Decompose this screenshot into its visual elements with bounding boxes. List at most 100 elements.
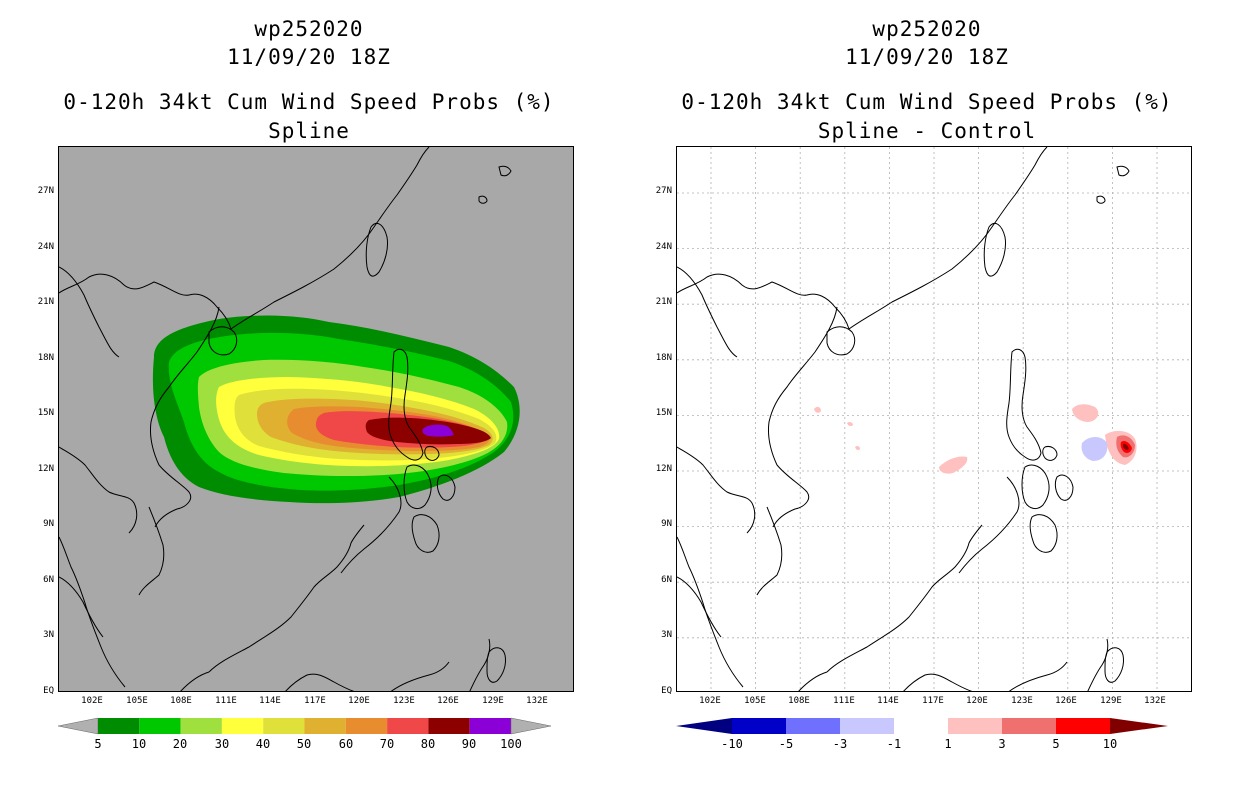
diff-positive-blob bbox=[939, 456, 968, 474]
colorbar-swatch bbox=[948, 718, 1002, 734]
lon-label: 111E bbox=[833, 696, 855, 706]
colorbar-high-arrow bbox=[1110, 718, 1168, 734]
lon-label: 120E bbox=[348, 696, 370, 706]
right-panel: wp252020 11/09/20 18Z 0-120h 34kt Cum Wi… bbox=[618, 0, 1236, 800]
colorbar-label: 10 bbox=[131, 737, 147, 751]
colorbar-swatch bbox=[387, 718, 429, 734]
lat-label: EQ bbox=[43, 686, 54, 696]
method-title: Spline bbox=[268, 119, 350, 143]
colorbar-label: -3 bbox=[832, 737, 848, 751]
coastline-segment bbox=[677, 576, 722, 638]
coastline-segment bbox=[1104, 647, 1124, 683]
diff-positive-blob bbox=[855, 445, 860, 451]
lat-label: 15N bbox=[655, 408, 672, 418]
lat-label: 18N bbox=[37, 353, 54, 363]
coastline-segment bbox=[436, 474, 456, 501]
lon-label: 129E bbox=[1100, 696, 1122, 706]
colorbar-swatch bbox=[840, 718, 894, 734]
lon-label: 105E bbox=[744, 696, 766, 706]
lat-label: 3N bbox=[661, 630, 672, 640]
coastline-segment bbox=[798, 671, 828, 691]
lon-label: 108E bbox=[170, 696, 192, 706]
colorbar-label: 100 bbox=[500, 737, 522, 751]
coastline-segment bbox=[903, 673, 973, 691]
colorbar-label: 5 bbox=[1052, 737, 1060, 751]
prob-contour-90 bbox=[422, 424, 454, 437]
coastline-segment bbox=[826, 524, 983, 673]
colorbar-label: 3 bbox=[998, 737, 1006, 751]
lat-label: 3N bbox=[43, 630, 54, 640]
diff-negative-blob bbox=[1081, 437, 1108, 461]
colorbar-low-arrow bbox=[676, 718, 732, 734]
product-title: 0-120h 34kt Cum Wind Speed Probs (%) bbox=[63, 90, 555, 114]
colorbar-swatch bbox=[1056, 718, 1110, 734]
colorbar-swatch bbox=[469, 718, 511, 734]
lat-label: 27N bbox=[37, 186, 54, 196]
lon-label: 105E bbox=[126, 696, 148, 706]
coastline-segment bbox=[1116, 165, 1130, 177]
coastline-segment bbox=[469, 638, 491, 691]
lon-label: 114E bbox=[877, 696, 899, 706]
lon-label: 129E bbox=[482, 696, 504, 706]
coastline-segment bbox=[1096, 195, 1106, 204]
colorbar-label: 5 bbox=[94, 737, 102, 751]
lat-label: 6N bbox=[43, 575, 54, 585]
left-panel: wp252020 11/09/20 18Z 0-120h 34kt Cum Wi… bbox=[37, 17, 574, 751]
lat-label: 9N bbox=[43, 519, 54, 529]
coastline-segment bbox=[150, 306, 220, 528]
coastline-segment bbox=[390, 661, 450, 691]
colorbar-swatch bbox=[786, 718, 840, 734]
coastline-segment bbox=[138, 506, 165, 596]
lat-label: 24N bbox=[655, 242, 672, 252]
colorbar-label: 50 bbox=[296, 737, 312, 751]
lon-label: 126E bbox=[437, 696, 459, 706]
coastline-segment bbox=[230, 147, 430, 330]
colorbar-label: 90 bbox=[461, 737, 477, 751]
colorbar-high-arrow bbox=[510, 717, 552, 735]
lon-label: 126E bbox=[1055, 696, 1077, 706]
coastline-segment bbox=[486, 647, 506, 683]
coastline-segment bbox=[983, 222, 1006, 277]
lon-label: 108E bbox=[788, 696, 810, 706]
colorbar-label: 40 bbox=[255, 737, 271, 751]
coastline-segment bbox=[1054, 474, 1074, 501]
storm-id-title: wp252020 bbox=[254, 17, 364, 41]
probability-map bbox=[58, 146, 574, 692]
coastline-segment bbox=[411, 514, 440, 553]
coastline-segment bbox=[365, 222, 388, 277]
coastline-segment bbox=[826, 326, 856, 356]
colorbar-swatch bbox=[894, 718, 948, 734]
product-title: 0-120h 34kt Cum Wind Speed Probs (%) bbox=[681, 90, 1173, 114]
coastline-segment bbox=[208, 524, 365, 673]
coastline-outlines bbox=[677, 147, 1130, 691]
lat-label: 12N bbox=[655, 464, 672, 474]
colorbar-swatch bbox=[221, 718, 264, 734]
coastline-segment bbox=[388, 348, 424, 461]
coastline-segment bbox=[677, 446, 756, 534]
coastline-segment bbox=[59, 576, 104, 638]
lat-label: EQ bbox=[661, 686, 672, 696]
colorbar-swatch bbox=[263, 718, 305, 734]
coastline-segment bbox=[1006, 348, 1042, 461]
coastline-segment bbox=[180, 671, 210, 691]
lon-label: 111E bbox=[215, 696, 237, 706]
coastline-segment bbox=[498, 165, 512, 177]
lon-label: 123E bbox=[1011, 696, 1033, 706]
colorbar-label: -1 bbox=[886, 737, 902, 751]
coastline-segment bbox=[958, 476, 1020, 574]
coastline-segment bbox=[768, 306, 838, 528]
date-title: 11/09/20 18Z bbox=[845, 45, 1009, 69]
lat-label: 21N bbox=[37, 297, 54, 307]
colorbar-label: -10 bbox=[721, 737, 743, 751]
colorbar-label: 30 bbox=[214, 737, 230, 751]
lon-label: 120E bbox=[966, 696, 988, 706]
lon-label: 117E bbox=[922, 696, 944, 706]
coastline-outlines bbox=[59, 147, 512, 691]
colorbar-low-arrow bbox=[58, 717, 99, 735]
lat-label: 21N bbox=[655, 297, 672, 307]
coastline-segment bbox=[285, 673, 355, 691]
coastline-segment bbox=[424, 446, 440, 461]
coastline-segment bbox=[59, 536, 126, 688]
colorbar-label: 1 bbox=[944, 737, 952, 751]
lon-label: 114E bbox=[259, 696, 281, 706]
